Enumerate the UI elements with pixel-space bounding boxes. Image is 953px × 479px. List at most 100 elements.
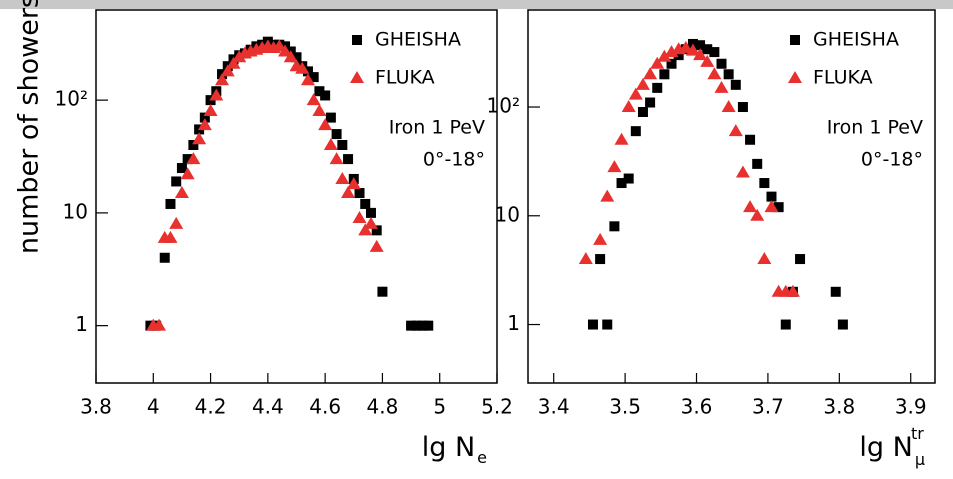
square-marker: [666, 58, 677, 69]
square-marker: [695, 40, 706, 51]
x-tick-label: 4.6: [309, 395, 341, 419]
square-marker: [837, 319, 848, 330]
square-marker: [188, 140, 199, 151]
square-marker: [830, 286, 841, 297]
square-marker: [423, 320, 434, 331]
triangle-marker: [180, 167, 195, 180]
square-marker: [308, 72, 319, 83]
x-tick-label: 3.8: [80, 395, 112, 419]
triangle-marker: [295, 61, 310, 74]
square-marker: [320, 90, 331, 101]
square-marker: [343, 154, 354, 165]
square-marker: [766, 191, 777, 202]
triangle-marker: [607, 160, 622, 173]
x-label-main: lg N: [859, 432, 912, 463]
square-marker: [302, 66, 313, 77]
square-marker: [773, 202, 784, 213]
x-label-sub: μ: [915, 450, 925, 469]
triangle-marker: [278, 44, 293, 57]
legend-label: GHEISHA: [813, 29, 899, 51]
square-marker: [159, 252, 170, 263]
legend-label: FLUKA: [813, 67, 873, 89]
square-marker: [745, 134, 756, 145]
triangle-marker: [283, 50, 298, 63]
triangle-marker: [215, 73, 230, 86]
series: [578, 40, 800, 297]
triangle-marker: [163, 230, 178, 243]
triangle-marker: [757, 252, 772, 265]
square-marker: [616, 178, 627, 189]
y-axis-label: number of showers: [14, 0, 45, 254]
x-tick-label: 3.9: [895, 395, 927, 419]
square-marker: [406, 320, 417, 331]
x-tick-label: 5.2: [481, 395, 513, 419]
triangle-marker: [220, 64, 235, 77]
square-marker: [337, 140, 348, 151]
x-tick-label: 3.7: [752, 395, 784, 419]
square-marker: [723, 69, 734, 80]
square-marker: [377, 286, 388, 297]
triangle-marker: [358, 223, 373, 236]
square-marker: [602, 319, 613, 330]
triangle-marker: [600, 189, 615, 202]
legend-marker: [352, 35, 362, 45]
top-bar: [0, 0, 953, 9]
y-tick-label: 1: [507, 311, 520, 335]
triangle-marker: [643, 67, 658, 80]
triangle-marker: [743, 200, 758, 213]
triangle-marker: [323, 138, 338, 151]
square-marker: [314, 86, 325, 97]
annotation: Iron 1 PeV: [389, 117, 485, 139]
triangle-marker: [318, 118, 333, 131]
triangle-marker: [693, 48, 708, 61]
triangle-marker: [685, 43, 700, 56]
triangle-marker: [700, 54, 715, 67]
square-marker: [365, 207, 376, 218]
square-marker: [199, 112, 210, 123]
square-marker: [645, 97, 656, 108]
legend-label: GHEISHA: [375, 29, 461, 51]
triangle-marker: [628, 87, 643, 100]
square-marker: [630, 126, 641, 137]
square-marker: [331, 129, 342, 140]
triangle-marker: [707, 67, 722, 80]
triangle-marker: [750, 208, 765, 221]
square-marker: [182, 154, 193, 165]
triangle-marker: [678, 40, 693, 53]
x-tick-label: 4.4: [252, 395, 284, 419]
square-marker: [730, 79, 741, 90]
square-marker: [587, 319, 598, 330]
plot-frame: [527, 9, 936, 384]
legend-marker: [788, 71, 802, 83]
triangle-marker: [785, 284, 800, 297]
square-marker: [354, 188, 365, 199]
triangle-marker: [621, 100, 636, 113]
triangle-marker: [764, 200, 779, 213]
square-marker: [702, 44, 713, 55]
triangle-marker: [197, 118, 212, 131]
triangle-marker: [192, 132, 207, 145]
triangle-marker: [341, 186, 356, 199]
square-marker: [659, 69, 670, 80]
triangle-marker: [152, 318, 167, 331]
triangle-marker: [169, 216, 184, 229]
x-label-sub: e: [477, 448, 487, 467]
square-marker: [609, 221, 620, 232]
triangle-marker: [186, 152, 201, 165]
square-marker: [709, 47, 720, 58]
square-marker: [795, 254, 806, 265]
triangle-marker: [593, 232, 608, 245]
y-tick-label: 10: [63, 199, 88, 223]
triangle-marker: [352, 211, 367, 224]
x-tick-label: 4.2: [195, 395, 227, 419]
square-marker: [595, 254, 606, 265]
square-marker: [171, 176, 182, 187]
legend-label: FLUKA: [375, 67, 435, 89]
triangle-marker: [614, 132, 629, 145]
square-marker: [417, 320, 428, 331]
square-marker: [623, 173, 634, 184]
x-label-main: lg N: [422, 432, 475, 463]
